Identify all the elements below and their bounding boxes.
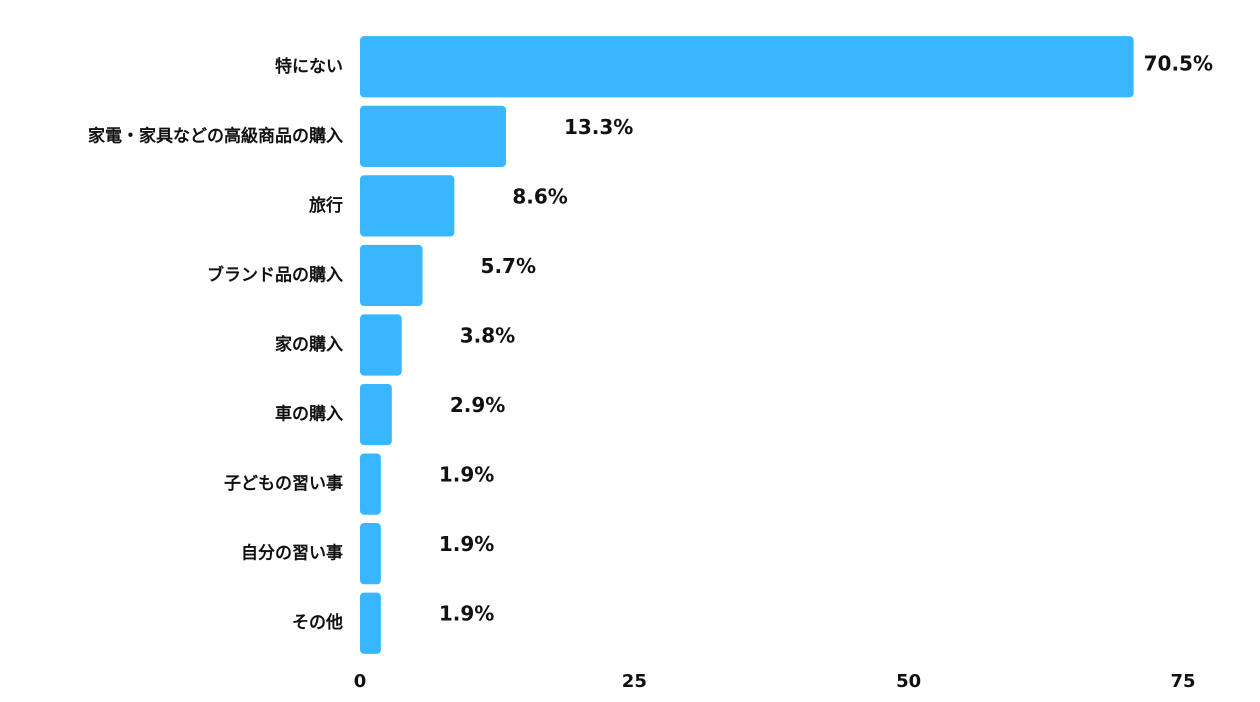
bar <box>360 314 402 376</box>
x-tick-label: 0 <box>354 671 367 692</box>
y-tick-label: 特にない <box>275 56 343 77</box>
value-label: 70.5% <box>1144 51 1213 75</box>
value-label: 13.3% <box>564 115 633 139</box>
bar <box>360 244 423 307</box>
value-label: 3.8% <box>460 324 515 348</box>
value-label: 1.9% <box>439 532 494 556</box>
y-tick-label: 子どもの習い事 <box>224 474 343 494</box>
y-tick-label: 家の購入 <box>275 334 343 355</box>
bar <box>360 105 506 167</box>
bar <box>360 36 1134 98</box>
value-label: 2.9% <box>450 393 505 417</box>
bar <box>360 175 455 237</box>
x-tick-label: 25 <box>622 671 647 692</box>
value-label: 5.7% <box>481 254 536 278</box>
bar <box>360 592 381 654</box>
x-tick-label: 75 <box>1170 671 1195 692</box>
y-tick-label: 旅行 <box>309 195 343 216</box>
y-tick-label: 家電・家具などの高級商品の購入 <box>88 125 343 146</box>
bar <box>360 453 381 515</box>
bar <box>360 383 392 446</box>
y-tick-label: ブランド品の購入 <box>207 264 343 285</box>
bar <box>360 523 381 585</box>
value-label: 1.9% <box>439 463 494 487</box>
y-tick-label: その他 <box>292 612 343 633</box>
value-label: 8.6% <box>512 184 567 208</box>
value-label: 1.9% <box>439 602 494 626</box>
y-tick-label: 車の購入 <box>275 404 343 425</box>
x-tick-label: 50 <box>896 671 921 692</box>
y-tick-label: 自分の習い事 <box>241 543 343 564</box>
